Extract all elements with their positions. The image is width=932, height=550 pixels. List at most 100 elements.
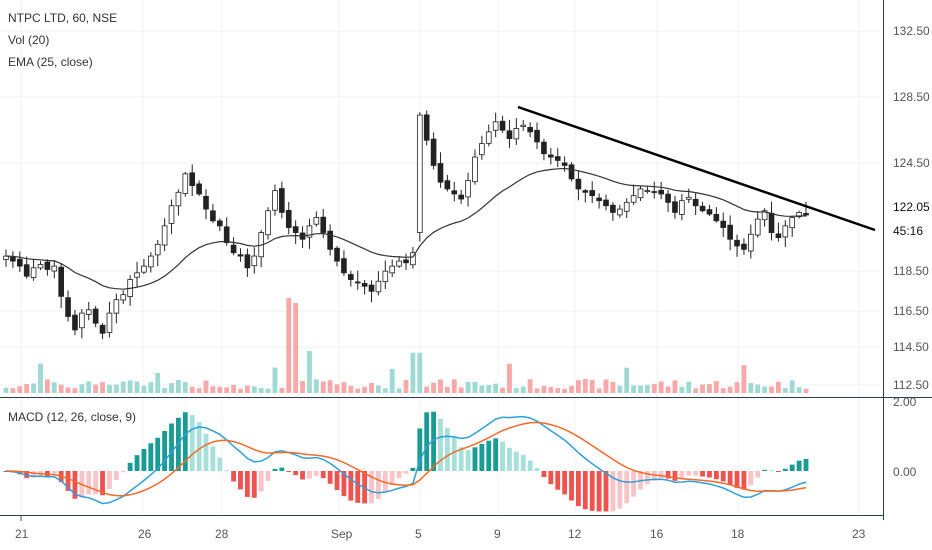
time-tick: 23	[852, 527, 866, 541]
bar-countdown: 45:16	[893, 224, 923, 238]
candle-body	[789, 217, 796, 229]
macd-histogram-bar	[582, 471, 588, 510]
volume-bar	[507, 363, 512, 393]
volume-bar	[265, 388, 271, 393]
volume-bar	[410, 352, 416, 393]
candle-body	[582, 190, 589, 193]
macd-histogram-bar	[507, 448, 512, 471]
volume-bar	[631, 385, 636, 393]
macd-histogram-bar	[244, 471, 250, 497]
volume-bar	[569, 385, 574, 393]
candle-body	[37, 264, 44, 269]
candle-body	[375, 280, 382, 293]
macd-histogram-bar	[203, 433, 209, 471]
macd-histogram-bar	[31, 471, 36, 478]
volume-bar	[376, 385, 381, 393]
volume-bar	[686, 381, 692, 393]
candle-body	[306, 225, 313, 238]
candle-body	[65, 297, 71, 317]
macd-histogram-bar	[376, 471, 381, 499]
volume-bar	[313, 379, 319, 393]
macd-histogram-bar	[403, 471, 409, 474]
volume-bar	[86, 381, 92, 393]
trendline[interactable]	[517, 105, 876, 232]
macd-histogram-bar	[224, 470, 230, 472]
macd-histogram-bar	[431, 411, 436, 471]
time-tick: Sep	[331, 527, 353, 541]
macd-histogram-bar	[776, 471, 781, 472]
volume-bar	[176, 380, 181, 393]
price-axis[interactable]: 132.50 128.50 124.50 118.50 116.50 114.5…	[884, 24, 932, 392]
volume-bar	[327, 380, 333, 393]
candle-body	[175, 191, 182, 207]
macd-histogram-bar	[410, 467, 416, 471]
macd-histogram-bar	[603, 471, 609, 512]
volume-bar	[658, 381, 664, 393]
candle-body	[279, 188, 285, 213]
last-price-badge: 122.05	[884, 197, 932, 215]
symbol-legend[interactable]: NTPC LTD, 60, NSE	[8, 11, 118, 25]
candle-body	[99, 324, 106, 334]
macd-histogram-bar	[727, 471, 733, 486]
candle-body	[637, 188, 644, 199]
macd-histogram-bar	[755, 471, 761, 478]
volume-bar	[182, 381, 188, 393]
candle-body	[92, 308, 99, 324]
volume-bar	[610, 381, 616, 393]
macd-histogram-bar	[555, 471, 561, 490]
volume-bar	[727, 386, 733, 393]
macd-histogram-bar	[134, 455, 140, 471]
macd-histogram-bar	[617, 471, 623, 509]
candle-body	[679, 200, 685, 215]
candle-body	[16, 258, 23, 267]
volume-bar	[776, 381, 781, 393]
candle-body	[416, 114, 423, 233]
macd-histogram-bar	[169, 423, 174, 471]
candle-body	[348, 274, 354, 280]
candle-body	[513, 128, 520, 140]
macd-axis[interactable]: 2.00 0.00	[893, 395, 917, 479]
macd-legend[interactable]: MACD (12, 26, close, 9)	[8, 410, 137, 424]
macd-histogram-bar	[417, 428, 423, 471]
volume-bar	[31, 383, 36, 393]
volume-bar	[444, 386, 450, 393]
volume-bar	[286, 298, 292, 393]
candle-body	[492, 121, 499, 131]
volume-bar	[148, 382, 154, 393]
candle-body	[658, 189, 664, 195]
candle-body	[713, 213, 720, 222]
macd-histogram-bar	[493, 438, 499, 471]
volume-bar	[617, 385, 623, 393]
candle-body	[672, 201, 678, 213]
macd-histogram-bar	[713, 471, 719, 480]
macd-histogram-bar	[527, 460, 533, 471]
macd-histogram-bar	[258, 471, 264, 492]
ema-legend[interactable]: EMA (25, close)	[8, 55, 93, 69]
volume-bar	[555, 388, 561, 393]
candle-body	[699, 205, 706, 212]
macd-histogram-bar	[279, 467, 285, 471]
volume-bar	[707, 384, 712, 393]
candle-body	[644, 190, 651, 193]
volume-bar	[589, 379, 595, 393]
time-axis[interactable]: 21 26 28 Sep 5 9 12 16 18 23	[15, 516, 866, 541]
volume-bar	[417, 352, 423, 393]
volume-bar	[169, 383, 174, 393]
volume-bar	[217, 386, 223, 393]
candle-body	[237, 254, 244, 257]
volume-legend[interactable]: Vol (20)	[8, 33, 50, 47]
volume-bar	[431, 382, 436, 393]
time-tick: 16	[650, 527, 664, 541]
macd-histogram-bar	[458, 447, 464, 471]
macd-histogram-bar	[734, 471, 740, 489]
macd-histogram-bar	[693, 471, 699, 476]
candle-body	[3, 255, 9, 260]
macd-histogram-bar	[451, 437, 457, 471]
candle-body	[465, 180, 471, 198]
macd-histogram-bar	[162, 431, 168, 471]
volume-bar	[134, 381, 140, 393]
candle-body	[313, 217, 320, 225]
candle-body	[796, 212, 802, 218]
candle-body	[561, 162, 568, 166]
